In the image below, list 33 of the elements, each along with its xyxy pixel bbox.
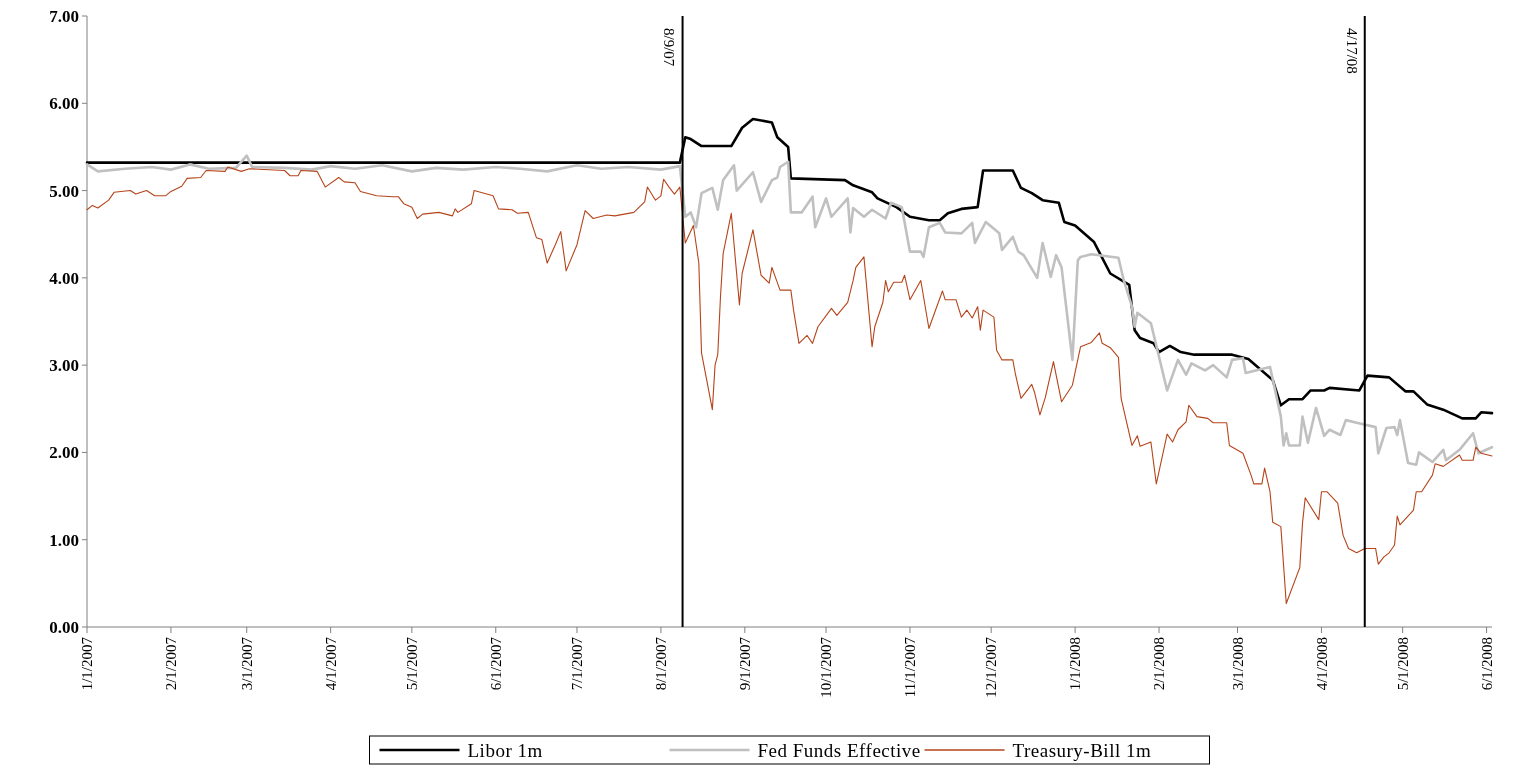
y-tick-label: 2.00 — [49, 443, 79, 463]
x-tick-label: 2/1/2008 — [1151, 637, 1168, 691]
y-tick-label: 6.00 — [49, 94, 79, 114]
y-tick-label: 1.00 — [49, 530, 79, 550]
y-tick-label: 5.00 — [49, 181, 79, 201]
x-tick-label: 6/1/2008 — [1478, 637, 1495, 691]
y-tick-label: 0.00 — [49, 617, 79, 637]
y-tick-label: 4.00 — [49, 268, 79, 288]
x-tick-label: 3/1/2007 — [238, 636, 255, 691]
line-series — [85, 154, 1494, 466]
x-tick-label: 12/1/2007 — [983, 636, 1000, 698]
x-tick-label: 8/1/2007 — [653, 636, 670, 691]
line-series — [86, 166, 1493, 604]
legend-label: Fed Funds Effective — [757, 739, 921, 761]
x-tick-label: 2/1/2007 — [163, 636, 180, 691]
x-tick-label: 10/1/2007 — [818, 636, 835, 698]
x-tick-label: 4/1/2008 — [1313, 637, 1330, 691]
x-tick-label: 5/1/2008 — [1394, 637, 1411, 691]
ref-line-label: 8/9/07 — [661, 28, 678, 67]
x-tick-label: 4/1/2007 — [322, 636, 339, 691]
legend-label: Treasury-Bill 1m — [1012, 739, 1152, 761]
x-tick-label: 1/1/2007 — [79, 636, 96, 691]
x-tick-label: 3/1/2008 — [1229, 637, 1246, 691]
x-tick-label: 5/1/2007 — [404, 636, 421, 691]
ref-line-label: 4/17/08 — [1343, 28, 1360, 74]
y-tick-label: 3.00 — [49, 356, 79, 376]
x-tick-label: 7/1/2007 — [569, 636, 586, 691]
x-tick-label: 6/1/2007 — [488, 636, 505, 691]
legend-label: Libor 1m — [467, 739, 543, 761]
x-tick-label: 1/1/2008 — [1067, 637, 1084, 691]
y-tick-label: 7.00 — [49, 6, 79, 26]
x-tick-label: 11/1/2007 — [902, 636, 919, 698]
x-tick-label: 9/1/2007 — [737, 636, 754, 691]
